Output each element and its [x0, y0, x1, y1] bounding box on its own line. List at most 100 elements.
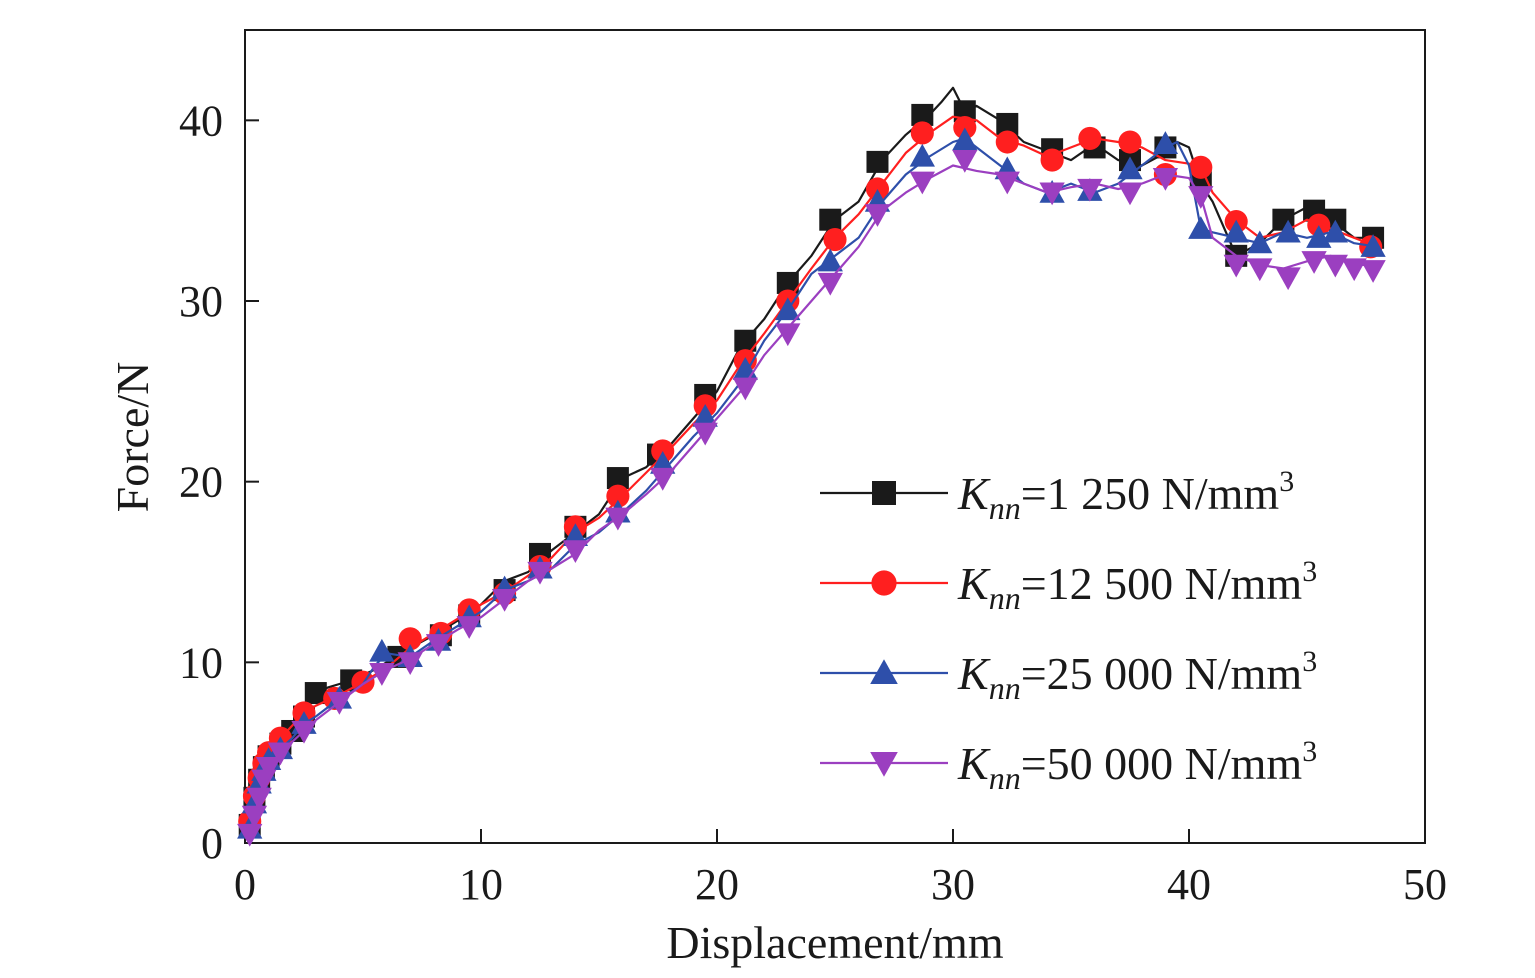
data-point	[562, 540, 589, 563]
data-point	[1360, 234, 1386, 257]
legend-marker	[870, 659, 898, 685]
data-point	[398, 627, 422, 651]
data-point	[606, 484, 630, 508]
y-tick-label: 20	[179, 458, 223, 507]
legend-entry: Knn=1 250 N/mm3	[820, 465, 1294, 526]
data-point	[1189, 155, 1213, 179]
data-point	[692, 403, 718, 427]
x-axis-title: Displacement/mm	[666, 917, 1003, 968]
data-point	[1152, 131, 1179, 154]
x-tick-label: 40	[1167, 860, 1211, 909]
data-point	[1039, 182, 1065, 206]
legend-marker	[871, 570, 897, 596]
data-point	[1188, 186, 1214, 209]
legend-label: Knn=12 500 N/mm3	[957, 555, 1317, 616]
data-point	[246, 787, 272, 811]
data-point	[775, 297, 801, 321]
data-point	[237, 823, 263, 847]
y-tick-label: 40	[179, 96, 223, 145]
data-point	[911, 103, 934, 126]
data-point	[732, 377, 758, 401]
data-point	[952, 149, 978, 173]
data-point	[1152, 168, 1179, 191]
legend: Knn=1 250 N/mm3 Knn=12 500 N/mm3 Knn=25 00…	[820, 465, 1317, 796]
data-point	[866, 150, 889, 173]
data-point	[909, 143, 935, 167]
data-point	[425, 634, 452, 657]
data-point	[369, 638, 395, 662]
data-point	[255, 757, 282, 780]
data-point	[1275, 219, 1301, 243]
legend-label: Knn=50 000 N/mm3	[957, 735, 1317, 796]
series-1	[238, 86, 1385, 836]
data-point	[996, 112, 1019, 135]
series-line	[248, 86, 1378, 826]
data-point	[909, 171, 935, 195]
data-point	[864, 204, 891, 227]
data-point	[734, 329, 757, 352]
data-point	[775, 323, 801, 347]
legend-label: Knn=1 250 N/mm3	[957, 465, 1294, 526]
data-point	[692, 422, 718, 446]
series-layer	[237, 86, 1386, 847]
data-point	[995, 130, 1019, 154]
y-tick-label: 30	[179, 277, 223, 326]
data-point	[994, 171, 1020, 195]
x-tick-label: 30	[931, 860, 975, 909]
data-point	[456, 616, 482, 639]
data-point	[776, 271, 799, 294]
data-point	[369, 663, 395, 686]
plot-frame	[244, 29, 1426, 844]
data-point	[1247, 258, 1273, 282]
data-point	[817, 272, 843, 296]
data-point	[650, 467, 676, 491]
data-point	[1247, 230, 1273, 254]
data-point	[1077, 178, 1103, 202]
data-point	[1322, 219, 1348, 243]
data-point	[606, 467, 629, 490]
legend-marker	[872, 481, 896, 505]
data-point	[1118, 130, 1142, 154]
data-point	[1117, 182, 1143, 206]
data-point	[1275, 267, 1301, 291]
legend-entry: Knn=50 000 N/mm3	[820, 735, 1317, 796]
legend-label: Knn=25 000 N/mm3	[957, 645, 1317, 706]
data-point	[241, 805, 268, 829]
data-point	[304, 682, 327, 705]
data-point	[1078, 126, 1102, 150]
x-tick-label: 20	[695, 860, 739, 909]
series-4	[237, 149, 1386, 847]
data-point	[1341, 258, 1367, 282]
data-point	[1040, 148, 1064, 172]
y-axis-title: Force/N	[107, 362, 158, 513]
legend-marker	[870, 751, 898, 777]
data-point	[527, 561, 553, 585]
y-tick-label: 0	[201, 819, 223, 868]
axis-ticks: 0 10 20 30 40 50 0 10 20 30 40	[179, 96, 1447, 909]
data-point	[1322, 254, 1348, 278]
legend-entry: Knn=25 000 N/mm3	[820, 645, 1317, 706]
data-point	[1360, 260, 1386, 283]
x-tick-label: 0	[234, 860, 256, 909]
data-point	[1117, 156, 1143, 180]
data-point	[819, 208, 842, 231]
data-point	[605, 507, 631, 531]
data-point	[397, 652, 423, 675]
x-tick-label: 50	[1403, 860, 1447, 909]
data-point	[1188, 216, 1214, 239]
data-point	[817, 248, 843, 272]
data-point	[491, 588, 518, 612]
x-tick-label: 10	[459, 860, 503, 909]
data-point	[823, 228, 847, 252]
data-point	[1301, 251, 1327, 274]
data-point	[291, 720, 317, 744]
data-point	[326, 691, 353, 715]
data-point	[1223, 254, 1249, 278]
data-point	[952, 127, 978, 151]
data-point	[267, 742, 294, 766]
legend-entry: Knn=12 500 N/mm3	[820, 555, 1317, 616]
y-tick-label: 10	[179, 638, 223, 687]
data-point	[1223, 219, 1249, 243]
data-point	[910, 121, 934, 145]
